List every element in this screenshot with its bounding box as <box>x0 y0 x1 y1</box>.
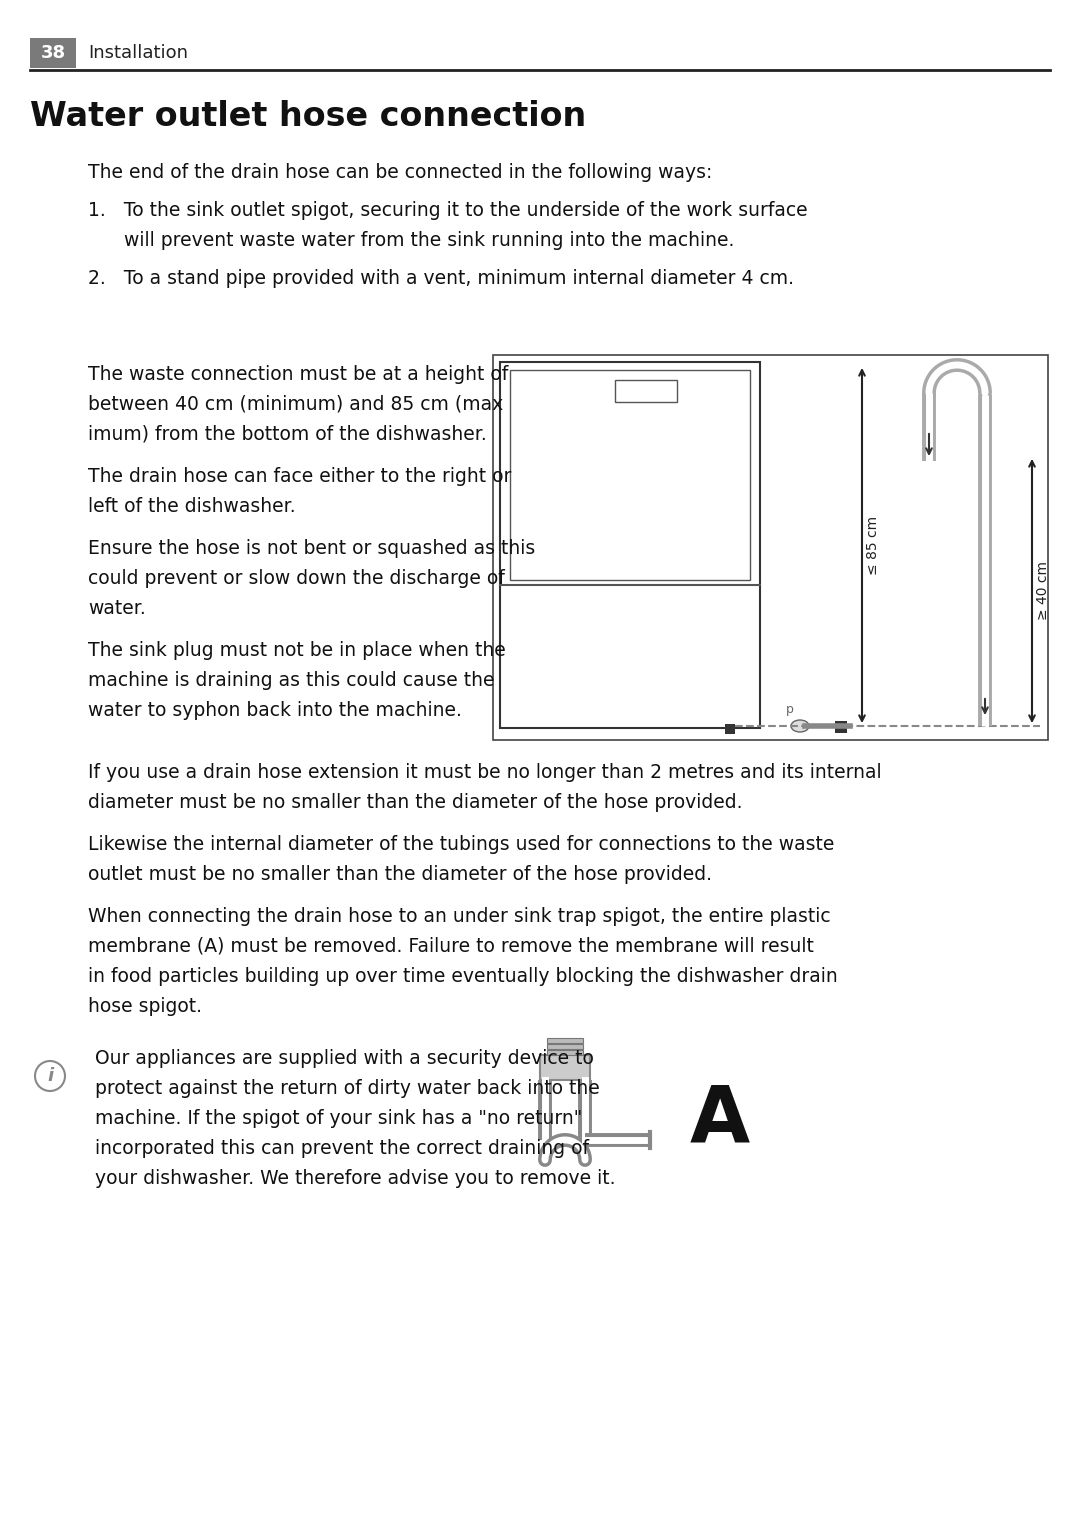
Text: p: p <box>786 703 794 717</box>
Bar <box>615 381 677 402</box>
Text: machine. If the spigot of your sink has a "no return": machine. If the spigot of your sink has … <box>95 1109 582 1128</box>
Text: Ensure the hose is not bent or squashed as this: Ensure the hose is not bent or squashed … <box>87 540 536 558</box>
Bar <box>30 38 76 67</box>
Bar <box>546 1044 583 1049</box>
Bar <box>725 725 735 734</box>
Text: imum) from the bottom of the dishwasher.: imum) from the bottom of the dishwasher. <box>87 425 487 443</box>
Text: between 40 cm (minimum) and 85 cm (max: between 40 cm (minimum) and 85 cm (max <box>87 394 503 414</box>
Text: When connecting the drain hose to an under sink trap spigot, the entire plastic: When connecting the drain hose to an und… <box>87 907 831 927</box>
Text: Our appliances are supplied with a security device to: Our appliances are supplied with a secur… <box>95 1049 594 1067</box>
Text: If you use a drain hose extension it must be no longer than 2 metres and its int: If you use a drain hose extension it mus… <box>87 763 881 781</box>
Text: protect against the return of dirty water back into the: protect against the return of dirty wate… <box>95 1079 599 1098</box>
Text: incorporated this can prevent the correct draining of: incorporated this can prevent the correc… <box>95 1139 589 1157</box>
Text: hose spigot.: hose spigot. <box>87 997 202 1015</box>
Bar <box>546 1050 583 1055</box>
Text: outlet must be no smaller than the diameter of the hose provided.: outlet must be no smaller than the diame… <box>87 865 712 884</box>
Text: your dishwasher. We therefore advise you to remove it.: your dishwasher. We therefore advise you… <box>95 1170 616 1188</box>
Text: A: A <box>690 1083 751 1157</box>
Bar <box>492 355 1048 740</box>
Text: in food particles building up over time eventually blocking the dishwasher drain: in food particles building up over time … <box>87 966 838 986</box>
Ellipse shape <box>791 720 809 732</box>
Text: could prevent or slow down the discharge of: could prevent or slow down the discharge… <box>87 569 504 589</box>
Text: diameter must be no smaller than the diameter of the hose provided.: diameter must be no smaller than the dia… <box>87 794 743 812</box>
Circle shape <box>35 1061 65 1092</box>
Bar <box>540 1055 590 1079</box>
Text: Water outlet hose connection: Water outlet hose connection <box>30 99 586 133</box>
Text: left of the dishwasher.: left of the dishwasher. <box>87 497 296 515</box>
Text: The sink plug must not be in place when the: The sink plug must not be in place when … <box>87 641 505 661</box>
Text: Likewise the internal diameter of the tubings used for connections to the waste: Likewise the internal diameter of the tu… <box>87 835 835 855</box>
Text: ≥ 40 cm: ≥ 40 cm <box>1036 561 1050 621</box>
Text: The waste connection must be at a height of: The waste connection must be at a height… <box>87 365 509 384</box>
Text: 1.   To the sink outlet spigot, securing it to the underside of the work surface: 1. To the sink outlet spigot, securing i… <box>87 200 808 220</box>
Text: ≤ 85 cm: ≤ 85 cm <box>866 515 880 575</box>
Text: The drain hose can face either to the right or: The drain hose can face either to the ri… <box>87 466 511 486</box>
Text: membrane (A) must be removed. Failure to remove the membrane will result: membrane (A) must be removed. Failure to… <box>87 937 814 956</box>
Text: 38: 38 <box>40 44 66 63</box>
Bar <box>546 1038 583 1043</box>
Text: The end of the drain hose can be connected in the following ways:: The end of the drain hose can be connect… <box>87 164 713 182</box>
Text: water to syphon back into the machine.: water to syphon back into the machine. <box>87 700 462 720</box>
Text: machine is draining as this could cause the: machine is draining as this could cause … <box>87 671 495 690</box>
Text: water.: water. <box>87 599 146 618</box>
Text: i: i <box>46 1067 53 1086</box>
Text: Installation: Installation <box>87 44 188 63</box>
Bar <box>510 370 750 579</box>
Bar <box>835 722 847 732</box>
Text: 2.   To a stand pipe provided with a vent, minimum internal diameter 4 cm.: 2. To a stand pipe provided with a vent,… <box>87 269 794 287</box>
Text: will prevent waste water from the sink running into the machine.: will prevent waste water from the sink r… <box>124 231 734 251</box>
Bar <box>500 362 760 728</box>
